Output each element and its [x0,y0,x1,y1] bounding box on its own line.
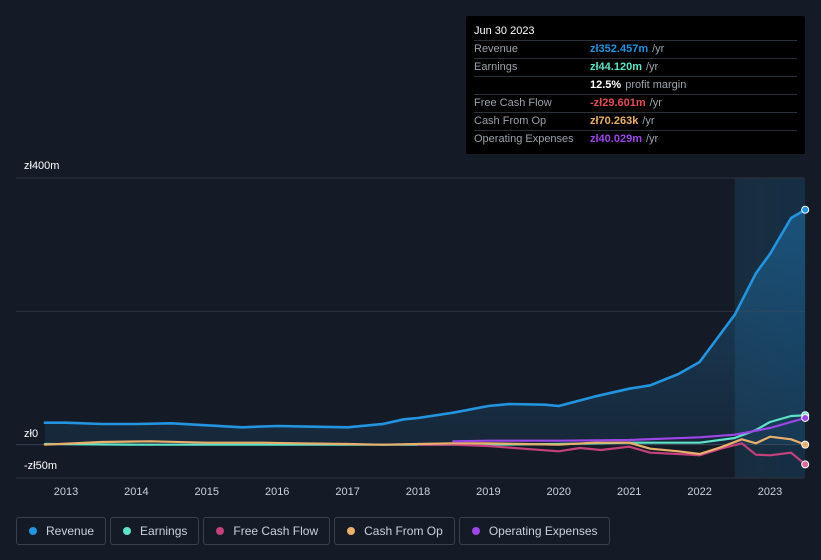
tooltip-unit: /yr [645,61,659,73]
x-tick-label: 2013 [54,486,78,498]
legend-dot-icon [471,527,480,535]
legend-dot-icon [347,527,356,535]
y-tick-label-top: zł400m [24,160,60,172]
x-tick-label: 2016 [265,486,289,498]
series-endpoint-free-cash-flow [801,460,810,469]
tooltip-label: Operating Expenses [474,133,574,145]
tooltip-row-cash-from-op: Cash From Op zł70.263k /yr [474,113,797,131]
x-tick-label: 2014 [124,486,148,498]
x-tick-label: 2023 [758,486,782,498]
tooltip-unit: /yr [645,133,659,145]
tooltip-value: zł44.120m [590,61,642,73]
legend-item-earnings[interactable]: Earnings [110,517,200,545]
tooltip-value: zł40.029m [590,133,642,145]
legend-label: Cash From Op [364,524,443,538]
tooltip-label: Earnings [474,61,518,73]
tooltip-value: zł352.457m [590,43,649,55]
tooltip-date: Jun 30 2023 [474,22,797,41]
tooltip-label: Free Cash Flow [474,97,552,109]
y-tick-label-bottom: -zł50m [24,460,58,472]
tooltip-unit: /yr [649,97,662,109]
x-tick-label: 2015 [195,486,219,498]
tooltip-row-earnings: Earnings zł44.120m /yr [474,59,797,77]
tooltip-unit: profit margin [625,79,687,91]
chart-legend: Revenue Earnings Free Cash Flow Cash Fro… [16,517,610,545]
legend-item-revenue[interactable]: Revenue [16,517,107,545]
legend-item-cash-from-op[interactable]: Cash From Op [334,517,455,545]
series-endpoint-operating-expenses [801,413,810,422]
legend-label: Free Cash Flow [233,524,319,538]
x-tick-label: 2021 [617,486,641,498]
tooltip-row-revenue: Revenue zł352.457m /yr [474,41,797,59]
tooltip-unit: /yr [642,115,655,127]
legend-label: Operating Expenses [488,524,598,538]
legend-dot-icon [216,527,225,535]
series-line-cash-from-op [43,435,807,456]
legend-dot-icon [123,527,132,535]
tooltip-label [474,77,590,94]
legend-label: Earnings [140,524,188,538]
tooltip-label: Cash From Op [474,115,547,127]
tooltip-value: zł70.263k [590,115,639,127]
tooltip-unit: /yr [652,43,665,55]
legend-item-free-cash-flow[interactable]: Free Cash Flow [203,517,331,545]
x-tick-label: 2022 [687,486,711,498]
x-tick-label: 2017 [335,486,359,498]
tooltip-row-free-cash-flow: Free Cash Flow -zł29.601m /yr [474,95,797,113]
series-line-operating-expenses [452,416,807,443]
tooltip-label: Revenue [474,43,519,55]
series-line-revenue [43,208,807,429]
legend-item-operating-expenses[interactable]: Operating Expenses [458,517,610,545]
tooltip-row-profit-margin: 12.5% profit margin [474,77,797,95]
legend-label: Revenue [46,524,95,538]
series-endpoint-cash-from-op [801,440,810,449]
data-tooltip: Jun 30 2023 Revenue zł352.457m /yr Earni… [466,16,805,154]
series-line-free-cash-flow [416,442,807,466]
tooltip-value: -zł29.601m [590,97,646,109]
series-endpoint-revenue [801,205,810,214]
x-tick-label: 2018 [406,486,430,498]
y-tick-label-zero: zł0 [24,428,39,440]
x-tick-label: 2020 [547,486,571,498]
x-tick-label: 2019 [476,486,500,498]
tooltip-value: 12.5% [590,79,622,91]
tooltip-row-operating-expenses: Operating Expenses zł40.029m /yr [474,131,797,148]
legend-dot-icon [29,527,37,535]
series-area-revenue [44,209,806,445]
